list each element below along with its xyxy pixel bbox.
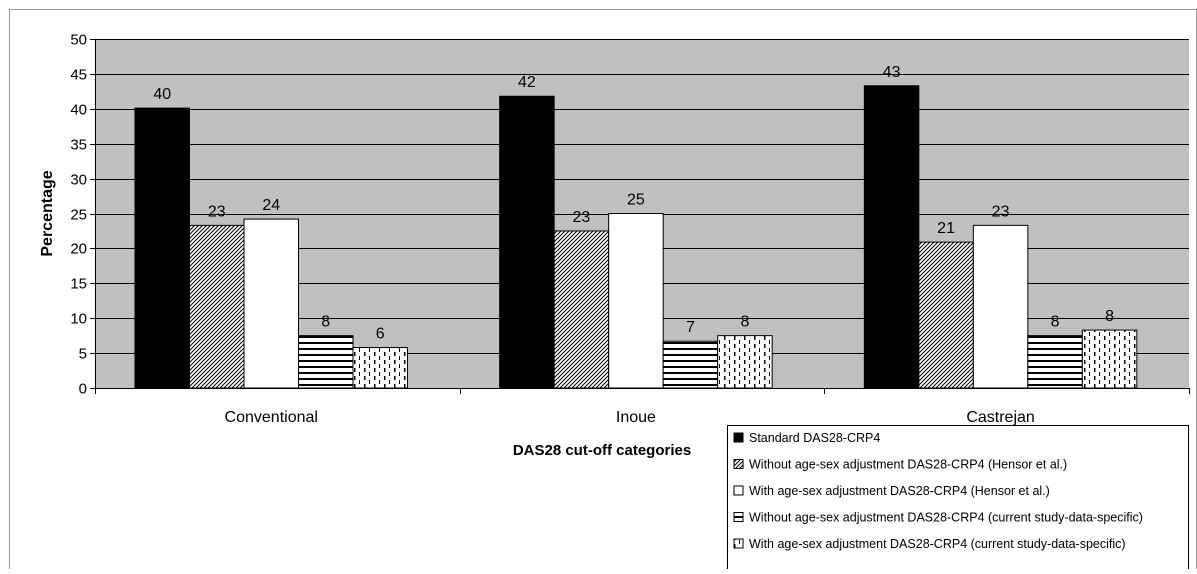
bar [1081,329,1138,389]
y-tick-label: 20 [70,241,87,258]
legend-swatch [733,538,744,549]
bar [1027,335,1083,389]
bar [553,230,610,389]
y-tick-label: 45 [70,67,87,84]
legend-label: Without age-sex adjustment DAS28-CRP4 (H… [749,458,1067,472]
y-tick-label: 30 [70,172,87,189]
data-label: 42 [518,74,536,91]
data-label: 8 [321,314,330,331]
data-label: 25 [627,192,645,209]
legend-swatch [733,485,744,496]
legend-swatch [733,432,744,443]
y-tick-label: 5 [79,346,87,363]
x-tick-label: Conventional [225,409,318,426]
y-tick-label: 25 [70,207,87,224]
data-label: 23 [573,209,591,226]
data-label: 23 [992,203,1010,220]
legend-label: Standard DAS28-CRP4 [749,431,880,445]
x-axis-title: DAS28 cut-off categories [513,442,691,459]
bar [662,340,719,389]
y-tick-label: 50 [70,32,87,49]
data-label: 40 [153,86,171,103]
data-label: 43 [883,64,901,81]
legend-label: Without age-sex adjustment DAS28-CRP4 (c… [749,511,1143,525]
y-axis-title: Percentage [39,170,56,256]
bar [189,224,245,389]
data-label: 6 [376,326,385,343]
data-label: 8 [1051,314,1060,331]
y-tick-label: 35 [70,137,87,154]
data-label: 8 [1105,308,1114,325]
legend: Standard DAS28-CRP4 Without age-sex adjus… [727,425,1189,574]
y-tick-label: 40 [70,102,87,119]
bar [608,213,664,389]
legend-label: With age-sex adjustment DAS28-CRP4 (Hens… [749,484,1050,498]
data-label: 21 [937,220,955,237]
x-tick-label: Castrejan [966,409,1034,426]
bar [499,95,555,389]
bar [134,107,190,389]
legend-swatch [733,512,744,522]
legend-label: With age-sex adjustment DAS28-CRP4 (curr… [749,537,1126,551]
bar [863,85,920,389]
data-label: 8 [740,314,749,331]
legend-swatch [733,459,744,469]
bar [298,335,354,389]
bar [352,347,408,389]
y-tick-label: 0 [79,381,87,398]
x-tick-label: Inoue [616,409,656,426]
data-label: 24 [262,197,280,214]
bar [243,218,299,389]
y-tick-label: 10 [70,311,87,328]
data-label: 23 [208,203,226,220]
bar [717,335,773,389]
y-tick-label: 15 [70,276,87,293]
bar [918,241,974,389]
data-label: 7 [686,319,695,336]
bar [972,224,1029,389]
legend-box [727,425,1189,574]
